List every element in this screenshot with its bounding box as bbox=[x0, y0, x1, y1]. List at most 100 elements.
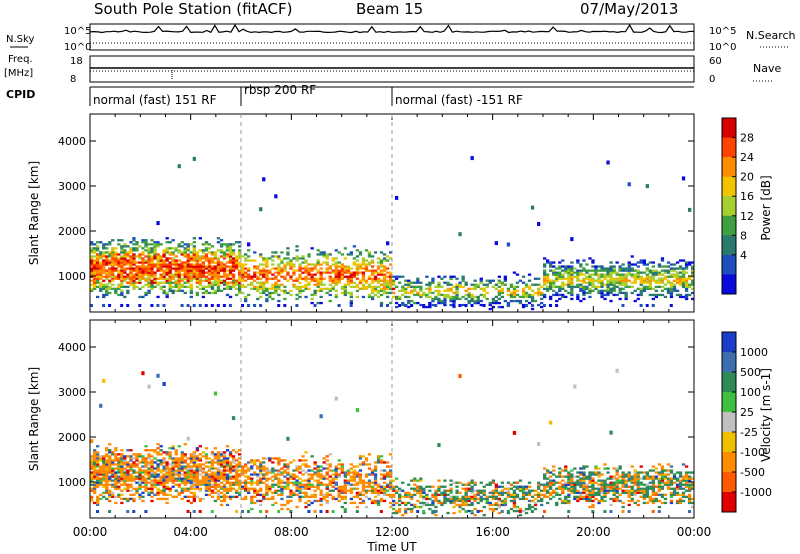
heatmap-cell bbox=[564, 465, 568, 468]
heatmap-cell bbox=[555, 293, 559, 297]
heatmap-cell bbox=[174, 263, 178, 266]
heatmap-cell bbox=[198, 510, 202, 513]
heatmap-cell bbox=[132, 267, 136, 270]
heatmap-cell bbox=[373, 467, 378, 470]
heatmap-cell bbox=[597, 493, 601, 496]
heatmap-cell bbox=[93, 255, 97, 258]
heatmap-cell bbox=[512, 430, 517, 435]
heatmap-cell bbox=[437, 285, 441, 288]
heatmap-cell bbox=[561, 281, 565, 284]
heatmap-cell bbox=[615, 483, 619, 486]
heatmap-cell bbox=[111, 467, 115, 470]
heatmap-cell bbox=[688, 475, 692, 478]
heatmap-cell bbox=[198, 467, 202, 470]
heatmap-cell bbox=[552, 495, 556, 498]
heatmap-cell bbox=[410, 495, 414, 498]
heatmap-cell bbox=[594, 273, 598, 276]
heatmap-cell bbox=[105, 471, 109, 474]
heatmap-cell bbox=[500, 305, 504, 309]
heatmap-cell bbox=[192, 475, 196, 478]
heatmap-cell bbox=[241, 267, 245, 270]
heatmap-cell bbox=[210, 259, 215, 262]
heatmap-cell bbox=[564, 271, 568, 274]
heatmap-cell bbox=[186, 477, 190, 480]
noise-traces bbox=[89, 23, 695, 44]
heatmap-cell bbox=[141, 277, 145, 280]
heatmap-cell bbox=[313, 493, 317, 496]
heatmap-cell bbox=[630, 267, 634, 270]
heatmap-cell bbox=[346, 269, 350, 272]
heatmap-cell bbox=[527, 499, 532, 503]
heatmap-cell bbox=[186, 265, 190, 268]
heatmap-cell bbox=[440, 503, 444, 507]
heatmap-cell bbox=[280, 493, 284, 496]
heatmap-cell bbox=[132, 477, 136, 480]
heatmap-cell bbox=[150, 287, 154, 290]
heatmap-cell bbox=[558, 275, 562, 278]
heatmap-cell bbox=[225, 269, 230, 272]
heatmap-cell bbox=[585, 465, 589, 468]
heatmap-cell bbox=[669, 501, 674, 505]
heatmap-cell bbox=[681, 259, 686, 262]
heatmap-cell bbox=[691, 261, 695, 264]
heatmap-cell bbox=[352, 469, 356, 472]
heatmap-cell bbox=[684, 475, 689, 478]
heatmap-cell bbox=[376, 273, 381, 276]
heatmap-cell bbox=[642, 471, 646, 474]
heatmap-cell bbox=[449, 483, 453, 486]
heatmap-cell bbox=[470, 295, 474, 299]
heatmap-cell bbox=[615, 499, 619, 503]
heatmap-cell bbox=[691, 497, 695, 501]
heatmap-cell bbox=[455, 495, 459, 498]
heatmap-cell bbox=[512, 285, 517, 288]
heatmap-cell bbox=[597, 479, 601, 482]
heatmap-cell bbox=[555, 501, 559, 505]
heatmap-cell bbox=[123, 475, 127, 478]
heatmap-cell bbox=[609, 267, 613, 270]
heatmap-cell bbox=[497, 503, 501, 507]
heatmap-cell bbox=[358, 253, 363, 256]
plot-title: South Pole Station (fitACF) bbox=[94, 0, 292, 18]
heatmap-cell bbox=[389, 493, 393, 496]
heatmap-cell bbox=[561, 469, 565, 472]
heatmap-cell bbox=[304, 487, 308, 490]
heatmap-cell bbox=[183, 263, 187, 266]
heatmap-cell bbox=[458, 304, 462, 307]
heatmap-cell bbox=[204, 483, 209, 486]
heatmap-cell bbox=[201, 257, 205, 260]
heatmap-cell bbox=[672, 275, 677, 278]
heatmap-cell bbox=[648, 485, 652, 488]
heatmap-cell bbox=[521, 295, 526, 299]
heatmap-cell bbox=[684, 481, 689, 484]
heatmap-cell bbox=[373, 285, 378, 288]
heatmap-cell bbox=[612, 491, 616, 494]
heatmap-cell bbox=[247, 304, 250, 307]
heatmap-cell bbox=[651, 275, 655, 278]
heatmap-cell bbox=[543, 277, 547, 280]
heatmap-cell bbox=[669, 495, 674, 498]
heatmap-cell bbox=[561, 483, 565, 486]
heatmap-cell bbox=[555, 267, 559, 270]
heatmap-cell bbox=[527, 285, 532, 288]
heatmap-cell bbox=[298, 287, 302, 290]
heatmap-cell bbox=[645, 485, 649, 488]
heatmap-cell bbox=[147, 277, 151, 280]
heatmap-cell bbox=[90, 495, 94, 498]
heatmap-cell bbox=[117, 481, 121, 484]
heatmap-cell bbox=[165, 265, 169, 268]
heatmap-cell bbox=[204, 477, 209, 480]
heatmap-cell bbox=[96, 469, 100, 472]
heatmap-cell bbox=[467, 293, 471, 297]
heatmap-cell bbox=[379, 273, 384, 276]
heatmap-cell bbox=[337, 269, 341, 272]
heatmap-cell bbox=[669, 304, 673, 307]
heatmap-cell bbox=[576, 273, 580, 276]
heatmap-cell bbox=[376, 267, 381, 270]
heatmap-cell bbox=[343, 271, 347, 274]
heatmap-cell bbox=[192, 465, 196, 468]
heatmap-cell bbox=[540, 297, 544, 301]
heatmap-cell bbox=[213, 499, 218, 503]
heatmap-cell bbox=[660, 277, 665, 280]
heatmap-cell bbox=[231, 261, 236, 264]
heatmap-cell bbox=[386, 485, 390, 488]
